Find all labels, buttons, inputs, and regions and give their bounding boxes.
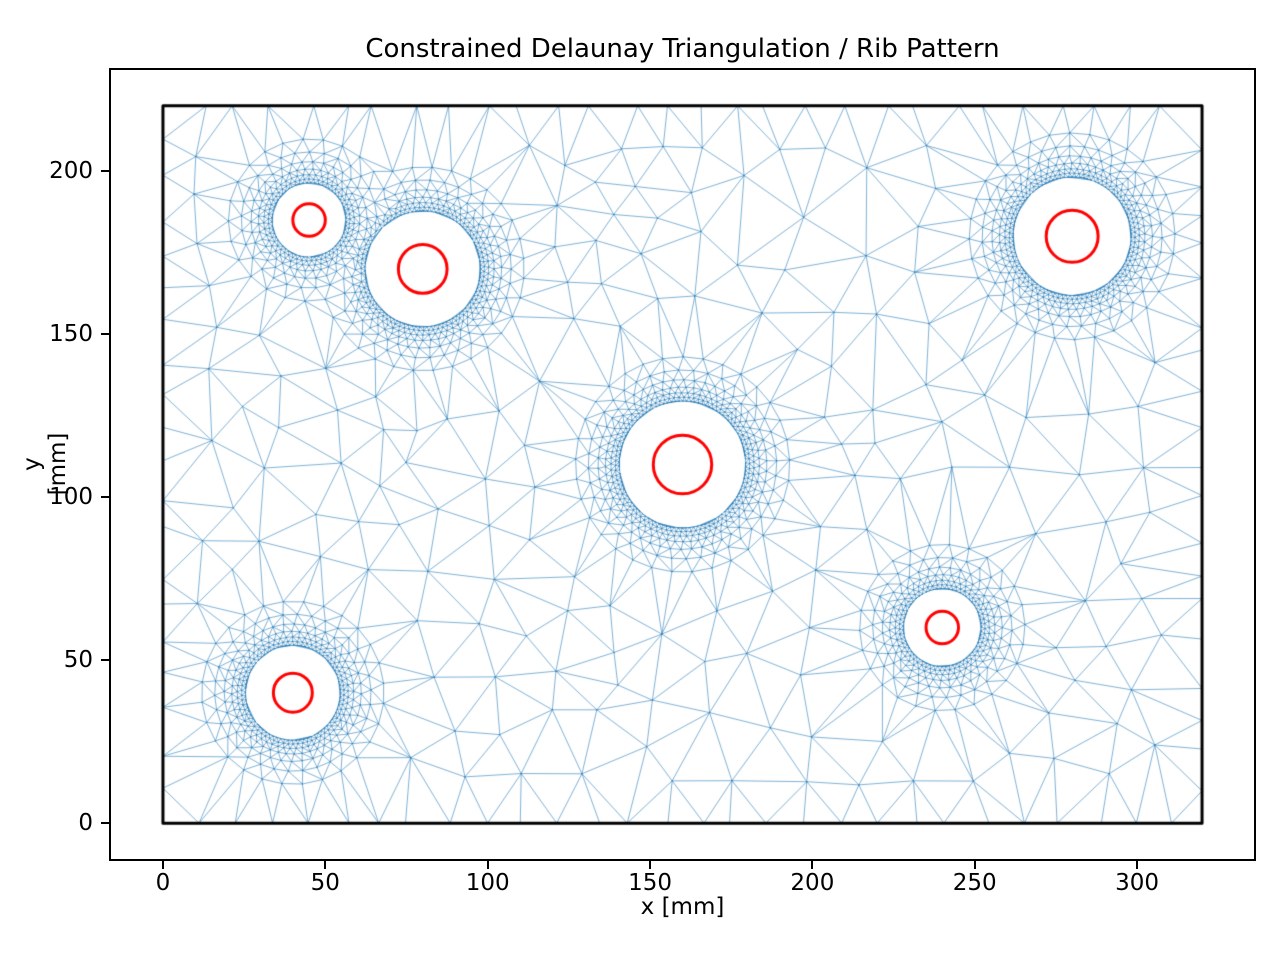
x-tick-mark xyxy=(649,861,652,869)
y-tick-mark xyxy=(101,822,109,825)
x-tick-label: 300 xyxy=(1115,870,1160,896)
y-tick-label: 150 xyxy=(49,321,93,348)
y-tick-mark xyxy=(101,659,109,662)
x-tick-mark xyxy=(324,861,327,869)
y-tick-mark xyxy=(101,170,109,173)
y-tick-label: 0 xyxy=(78,810,93,837)
x-tick-label: 50 xyxy=(310,870,340,896)
x-tick-label: 150 xyxy=(628,870,672,896)
x-tick-mark xyxy=(811,861,814,869)
x-tick-label: 200 xyxy=(790,870,835,896)
y-tick-label: 200 xyxy=(49,158,93,185)
x-tick-mark xyxy=(973,861,976,869)
y-tick-label: 50 xyxy=(63,647,93,674)
triangulation-mesh-canvas xyxy=(111,70,1254,859)
y-tick-mark xyxy=(101,333,109,336)
x-tick-label: 250 xyxy=(952,870,997,896)
y-axis-label: y [mm] xyxy=(19,432,71,496)
axes-frame xyxy=(109,68,1256,861)
x-axis-label: x [mm] xyxy=(640,894,725,920)
y-tick-mark xyxy=(101,496,109,499)
x-tick-label: 0 xyxy=(155,870,171,896)
plot-title: Constrained Delaunay Triangulation / Rib… xyxy=(365,34,1000,64)
x-tick-mark xyxy=(1136,861,1139,869)
x-tick-mark xyxy=(161,861,164,869)
x-tick-mark xyxy=(486,861,489,869)
x-tick-label: 100 xyxy=(465,870,510,896)
